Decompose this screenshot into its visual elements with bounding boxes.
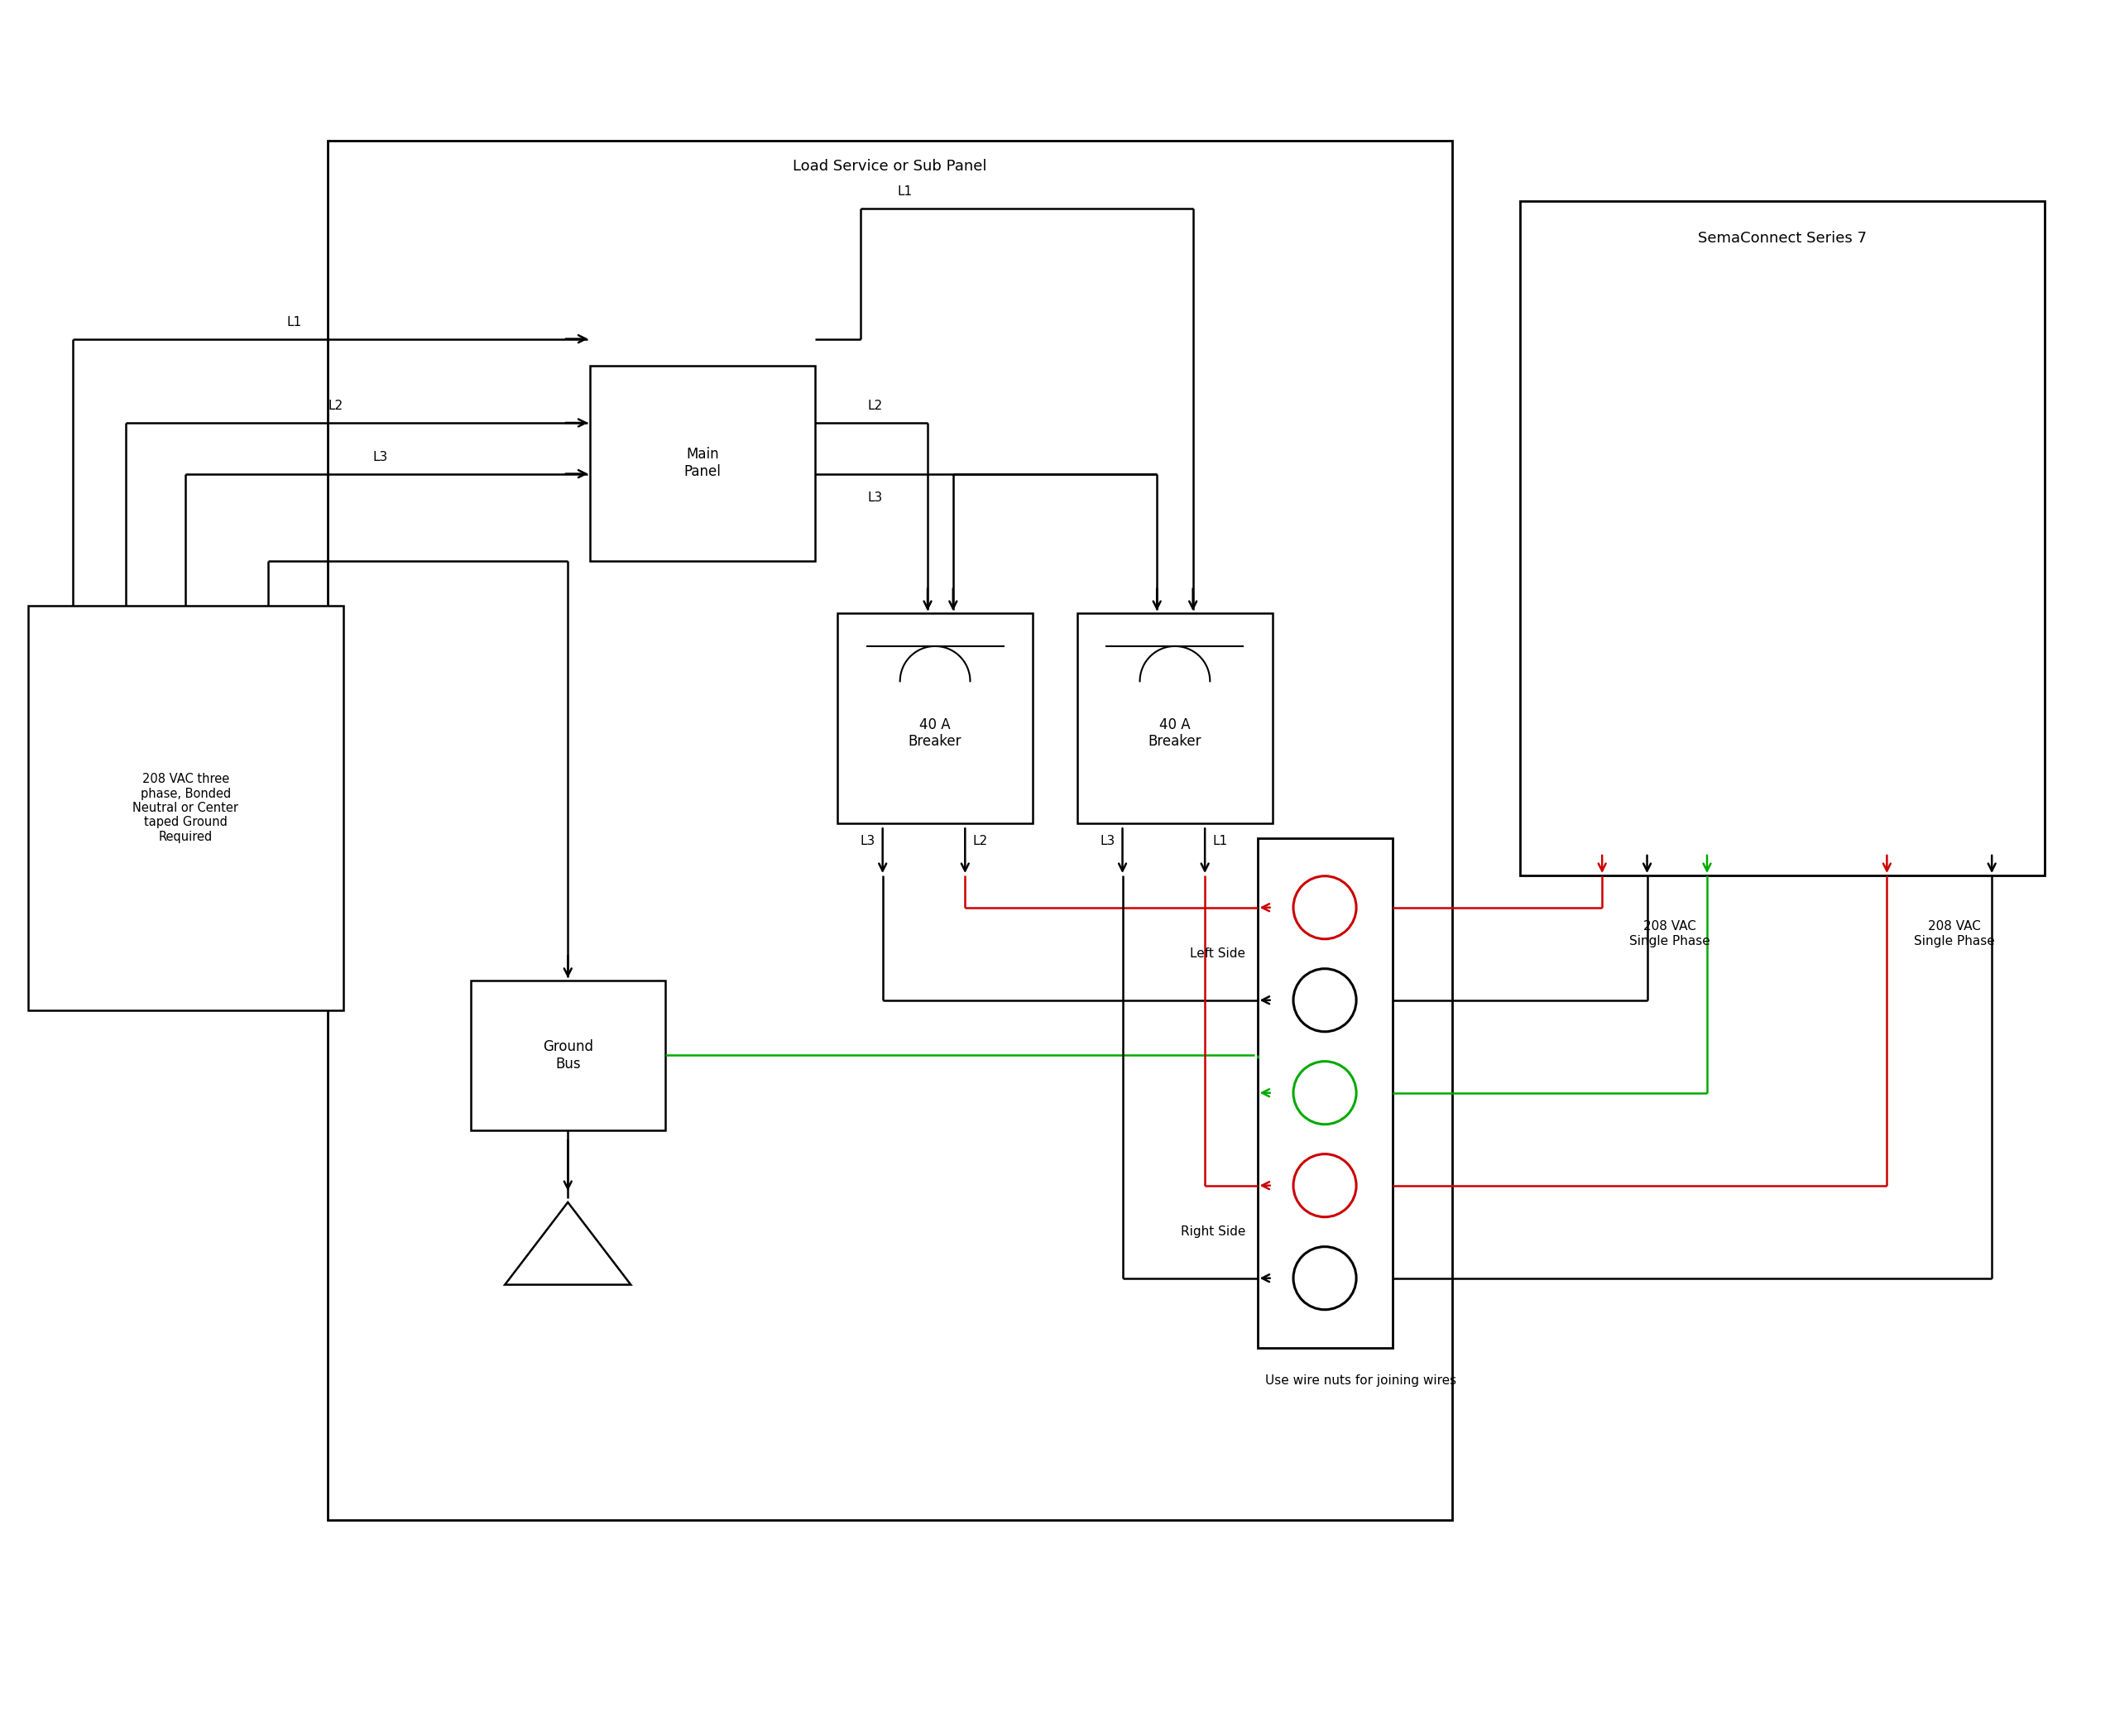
Text: L1: L1 <box>1213 835 1228 847</box>
Text: 208 VAC
Single Phase: 208 VAC Single Phase <box>1914 920 1994 948</box>
Text: 208 VAC three
phase, Bonded
Neutral or Center
taped Ground
Required: 208 VAC three phase, Bonded Neutral or C… <box>133 773 238 844</box>
Bar <box>327 141 1452 1521</box>
Text: L3: L3 <box>861 835 876 847</box>
Text: L2: L2 <box>973 835 987 847</box>
Text: Right Side: Right Side <box>1179 1226 1245 1238</box>
Bar <box>471 981 665 1130</box>
Text: Left Side: Left Side <box>1190 948 1245 960</box>
Bar <box>591 366 814 561</box>
Text: 40 A
Breaker: 40 A Breaker <box>1148 717 1201 750</box>
Text: 208 VAC
Single Phase: 208 VAC Single Phase <box>1629 920 1709 948</box>
Text: L3: L3 <box>1099 835 1114 847</box>
Text: L1: L1 <box>287 316 302 328</box>
Text: L3: L3 <box>373 451 388 464</box>
Text: L3: L3 <box>867 491 882 503</box>
Text: SemaConnect Series 7: SemaConnect Series 7 <box>1699 231 1867 247</box>
Bar <box>1258 838 1393 1347</box>
Bar <box>27 606 344 1010</box>
Text: Use wire nuts for joining wires: Use wire nuts for joining wires <box>1264 1375 1456 1387</box>
Text: L2: L2 <box>867 399 882 413</box>
Bar <box>1078 613 1272 823</box>
Text: L2: L2 <box>327 399 344 413</box>
Text: Load Service or Sub Panel: Load Service or Sub Panel <box>793 160 987 174</box>
Text: 40 A
Breaker: 40 A Breaker <box>909 717 962 750</box>
Text: Main
Panel: Main Panel <box>684 448 722 479</box>
Bar <box>1519 201 2045 875</box>
Bar <box>838 613 1032 823</box>
Text: Ground
Bus: Ground Bus <box>542 1040 593 1071</box>
Text: L1: L1 <box>897 186 914 198</box>
